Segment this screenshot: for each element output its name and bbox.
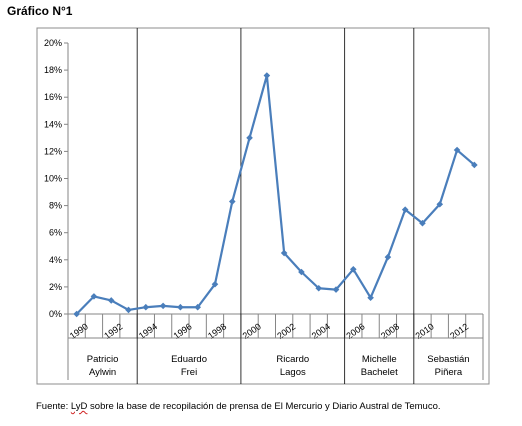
data-point xyxy=(298,268,305,276)
y-tick-label: 20% xyxy=(44,38,62,48)
source-prefix: Fuente: xyxy=(36,401,71,412)
data-point xyxy=(350,265,357,273)
data-point xyxy=(384,253,392,261)
period-label-line1: Patricio xyxy=(87,354,119,365)
period-label-line2: Frei xyxy=(181,367,197,378)
data-point xyxy=(73,310,80,318)
data-point xyxy=(194,303,201,311)
data-point xyxy=(211,280,219,288)
period-label-line1: Sebastián xyxy=(427,354,469,365)
y-axis-ticks: 0% 2% 4% 6% 8% 10% 12% 14% 16% 18% 20% xyxy=(44,38,68,319)
source-lyd: LyD xyxy=(70,401,88,412)
y-tick-label: 12% xyxy=(44,146,62,156)
y-tick-label: 16% xyxy=(44,92,62,102)
period-label-line2: Aylwin xyxy=(89,367,116,378)
data-series xyxy=(73,72,478,318)
period-labels: Patricio Aylwin Eduardo Frei Ricardo Lagos Mic… xyxy=(87,28,470,384)
y-tick-label: 6% xyxy=(49,228,62,238)
data-point xyxy=(125,306,132,314)
data-point xyxy=(436,200,444,208)
source-rest: sobre la base de recopilación de prensa … xyxy=(87,401,441,412)
data-point xyxy=(159,302,167,310)
y-tick-label: 4% xyxy=(49,255,62,265)
period-label-line1: Michelle xyxy=(362,354,397,365)
data-point xyxy=(315,284,323,292)
data-point xyxy=(142,303,150,311)
data-point xyxy=(263,72,271,79)
period-label-line1: Eduardo xyxy=(171,354,207,365)
source-note: Fuente: LyD sobre la base de recopilació… xyxy=(36,401,441,412)
period-label-line1: Ricardo xyxy=(276,354,309,365)
data-point xyxy=(107,297,115,304)
data-point xyxy=(177,303,184,311)
y-tick-label: 8% xyxy=(49,201,62,211)
data-point xyxy=(471,161,478,169)
data-point xyxy=(246,134,253,142)
data-point xyxy=(332,286,340,293)
period-label-line2: Bachelet xyxy=(361,367,398,378)
data-point xyxy=(419,219,426,227)
period-label-line2: Piñera xyxy=(435,367,463,378)
y-tick-label: 10% xyxy=(44,174,62,184)
data-point xyxy=(453,146,461,154)
y-tick-label: 18% xyxy=(44,65,62,75)
data-point xyxy=(90,293,98,300)
data-point xyxy=(401,206,409,213)
data-point xyxy=(228,198,236,205)
y-tick-label: 0% xyxy=(49,309,62,319)
period-label-line2: Lagos xyxy=(280,367,306,378)
chart-heading: Gráfico N°1 xyxy=(7,4,73,18)
y-tick-label: 14% xyxy=(44,119,62,129)
series-line xyxy=(75,74,476,315)
data-point xyxy=(280,249,288,257)
y-tick-label: 2% xyxy=(49,282,62,292)
data-point xyxy=(367,294,374,302)
